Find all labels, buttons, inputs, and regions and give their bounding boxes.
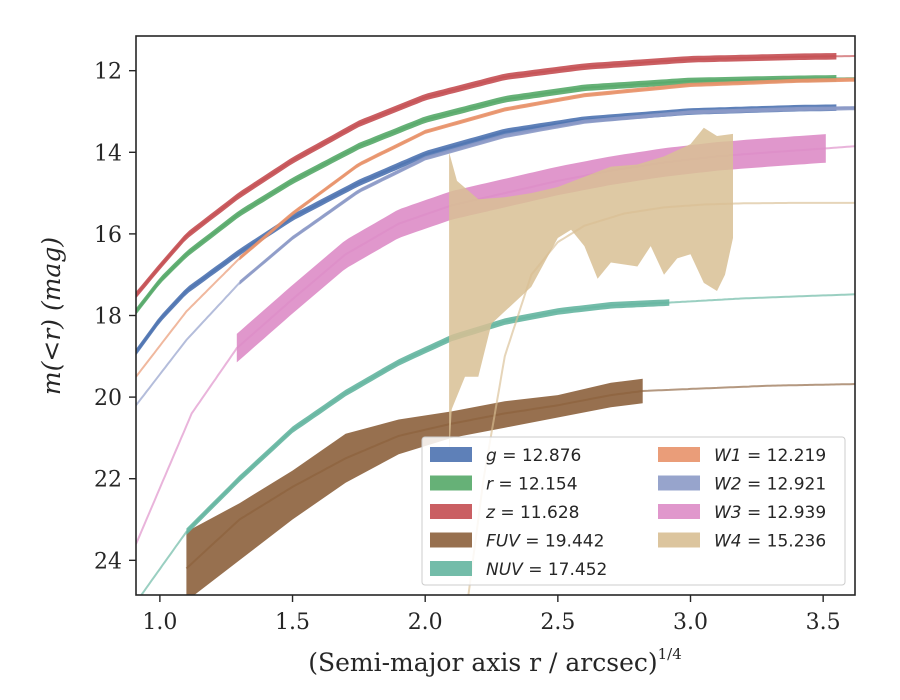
legend-swatch xyxy=(430,561,472,576)
y-axis-ticks: 12 14 16 18 20 22 24 xyxy=(94,60,136,574)
curve-r xyxy=(136,77,855,313)
series-w3 xyxy=(136,134,855,545)
series-layer xyxy=(136,53,855,595)
curve-fuv xyxy=(185,383,855,570)
legend-swatch xyxy=(658,447,700,462)
x-axis-label-text: (Semi-major axis r / arcsec) xyxy=(308,648,657,677)
legend-label: W2 = 12.921 xyxy=(714,475,826,495)
band-nuv xyxy=(186,299,670,535)
legend-swatch xyxy=(430,504,472,519)
legend-swatch xyxy=(658,475,700,491)
x-axis-label-power: 1/4 xyxy=(658,645,682,663)
band-fuv xyxy=(186,378,643,595)
legend: g = 12.876 r = 12.154 z = 11.628 FUV = 19.4… xyxy=(421,436,846,586)
x-tick-label: 2.5 xyxy=(540,610,575,635)
y-tick-label: 18 xyxy=(94,305,122,330)
x-axis-label: (Semi-major axis r / arcsec)1/4 xyxy=(308,645,682,677)
curve-w2 xyxy=(136,107,855,406)
series-r xyxy=(136,75,855,315)
y-tick-label: 16 xyxy=(94,223,122,248)
series-w2 xyxy=(136,106,855,406)
series-z xyxy=(136,53,855,299)
series-w4 xyxy=(449,127,855,595)
legend-swatch xyxy=(658,504,700,519)
legend-swatch xyxy=(430,447,472,462)
legend-label: NUV = 17.452 xyxy=(486,560,607,580)
y-axis-label: m(<r) (mag) xyxy=(37,237,66,395)
series-nuv xyxy=(140,293,855,595)
band-w4 xyxy=(449,127,733,459)
x-tick-label: 2.0 xyxy=(408,610,443,635)
y-tick-label: 20 xyxy=(94,386,122,411)
x-tick-label: 1.0 xyxy=(142,610,177,635)
curve-nuv xyxy=(140,293,855,595)
legend-box xyxy=(421,436,846,586)
x-tick-label: 1.5 xyxy=(275,610,310,635)
x-tick-label: 3.0 xyxy=(673,610,708,635)
y-tick-label: 24 xyxy=(94,549,122,574)
legend-label: r = 12.154 xyxy=(486,475,578,495)
curve-w1 xyxy=(136,78,855,378)
legend-label: g = 12.876 xyxy=(486,446,581,466)
y-tick-label: 12 xyxy=(94,60,122,85)
x-tick-label: 3.5 xyxy=(806,610,841,635)
y-tick-label: 14 xyxy=(94,141,122,166)
legend-swatch xyxy=(430,475,472,491)
legend-label: W3 = 12.939 xyxy=(714,503,826,523)
legend-label: FUV = 19.442 xyxy=(486,532,604,552)
curve-w3 xyxy=(136,145,855,545)
legend-swatch xyxy=(658,532,700,548)
band-g xyxy=(136,104,837,356)
legend-label: W1 = 12.219 xyxy=(714,446,826,466)
curve-w4 xyxy=(467,201,855,595)
y-tick-label: 22 xyxy=(94,468,122,493)
legend-swatch xyxy=(430,532,472,548)
legend-label: z = 11.628 xyxy=(485,503,579,523)
series-w1 xyxy=(136,77,855,378)
legend-label: W4 = 15.236 xyxy=(714,532,826,552)
curve-z xyxy=(136,55,855,296)
series-fuv xyxy=(185,378,855,595)
x-axis-ticks: 1.0 1.5 2.0 2.5 3.0 3.5 xyxy=(142,595,841,635)
